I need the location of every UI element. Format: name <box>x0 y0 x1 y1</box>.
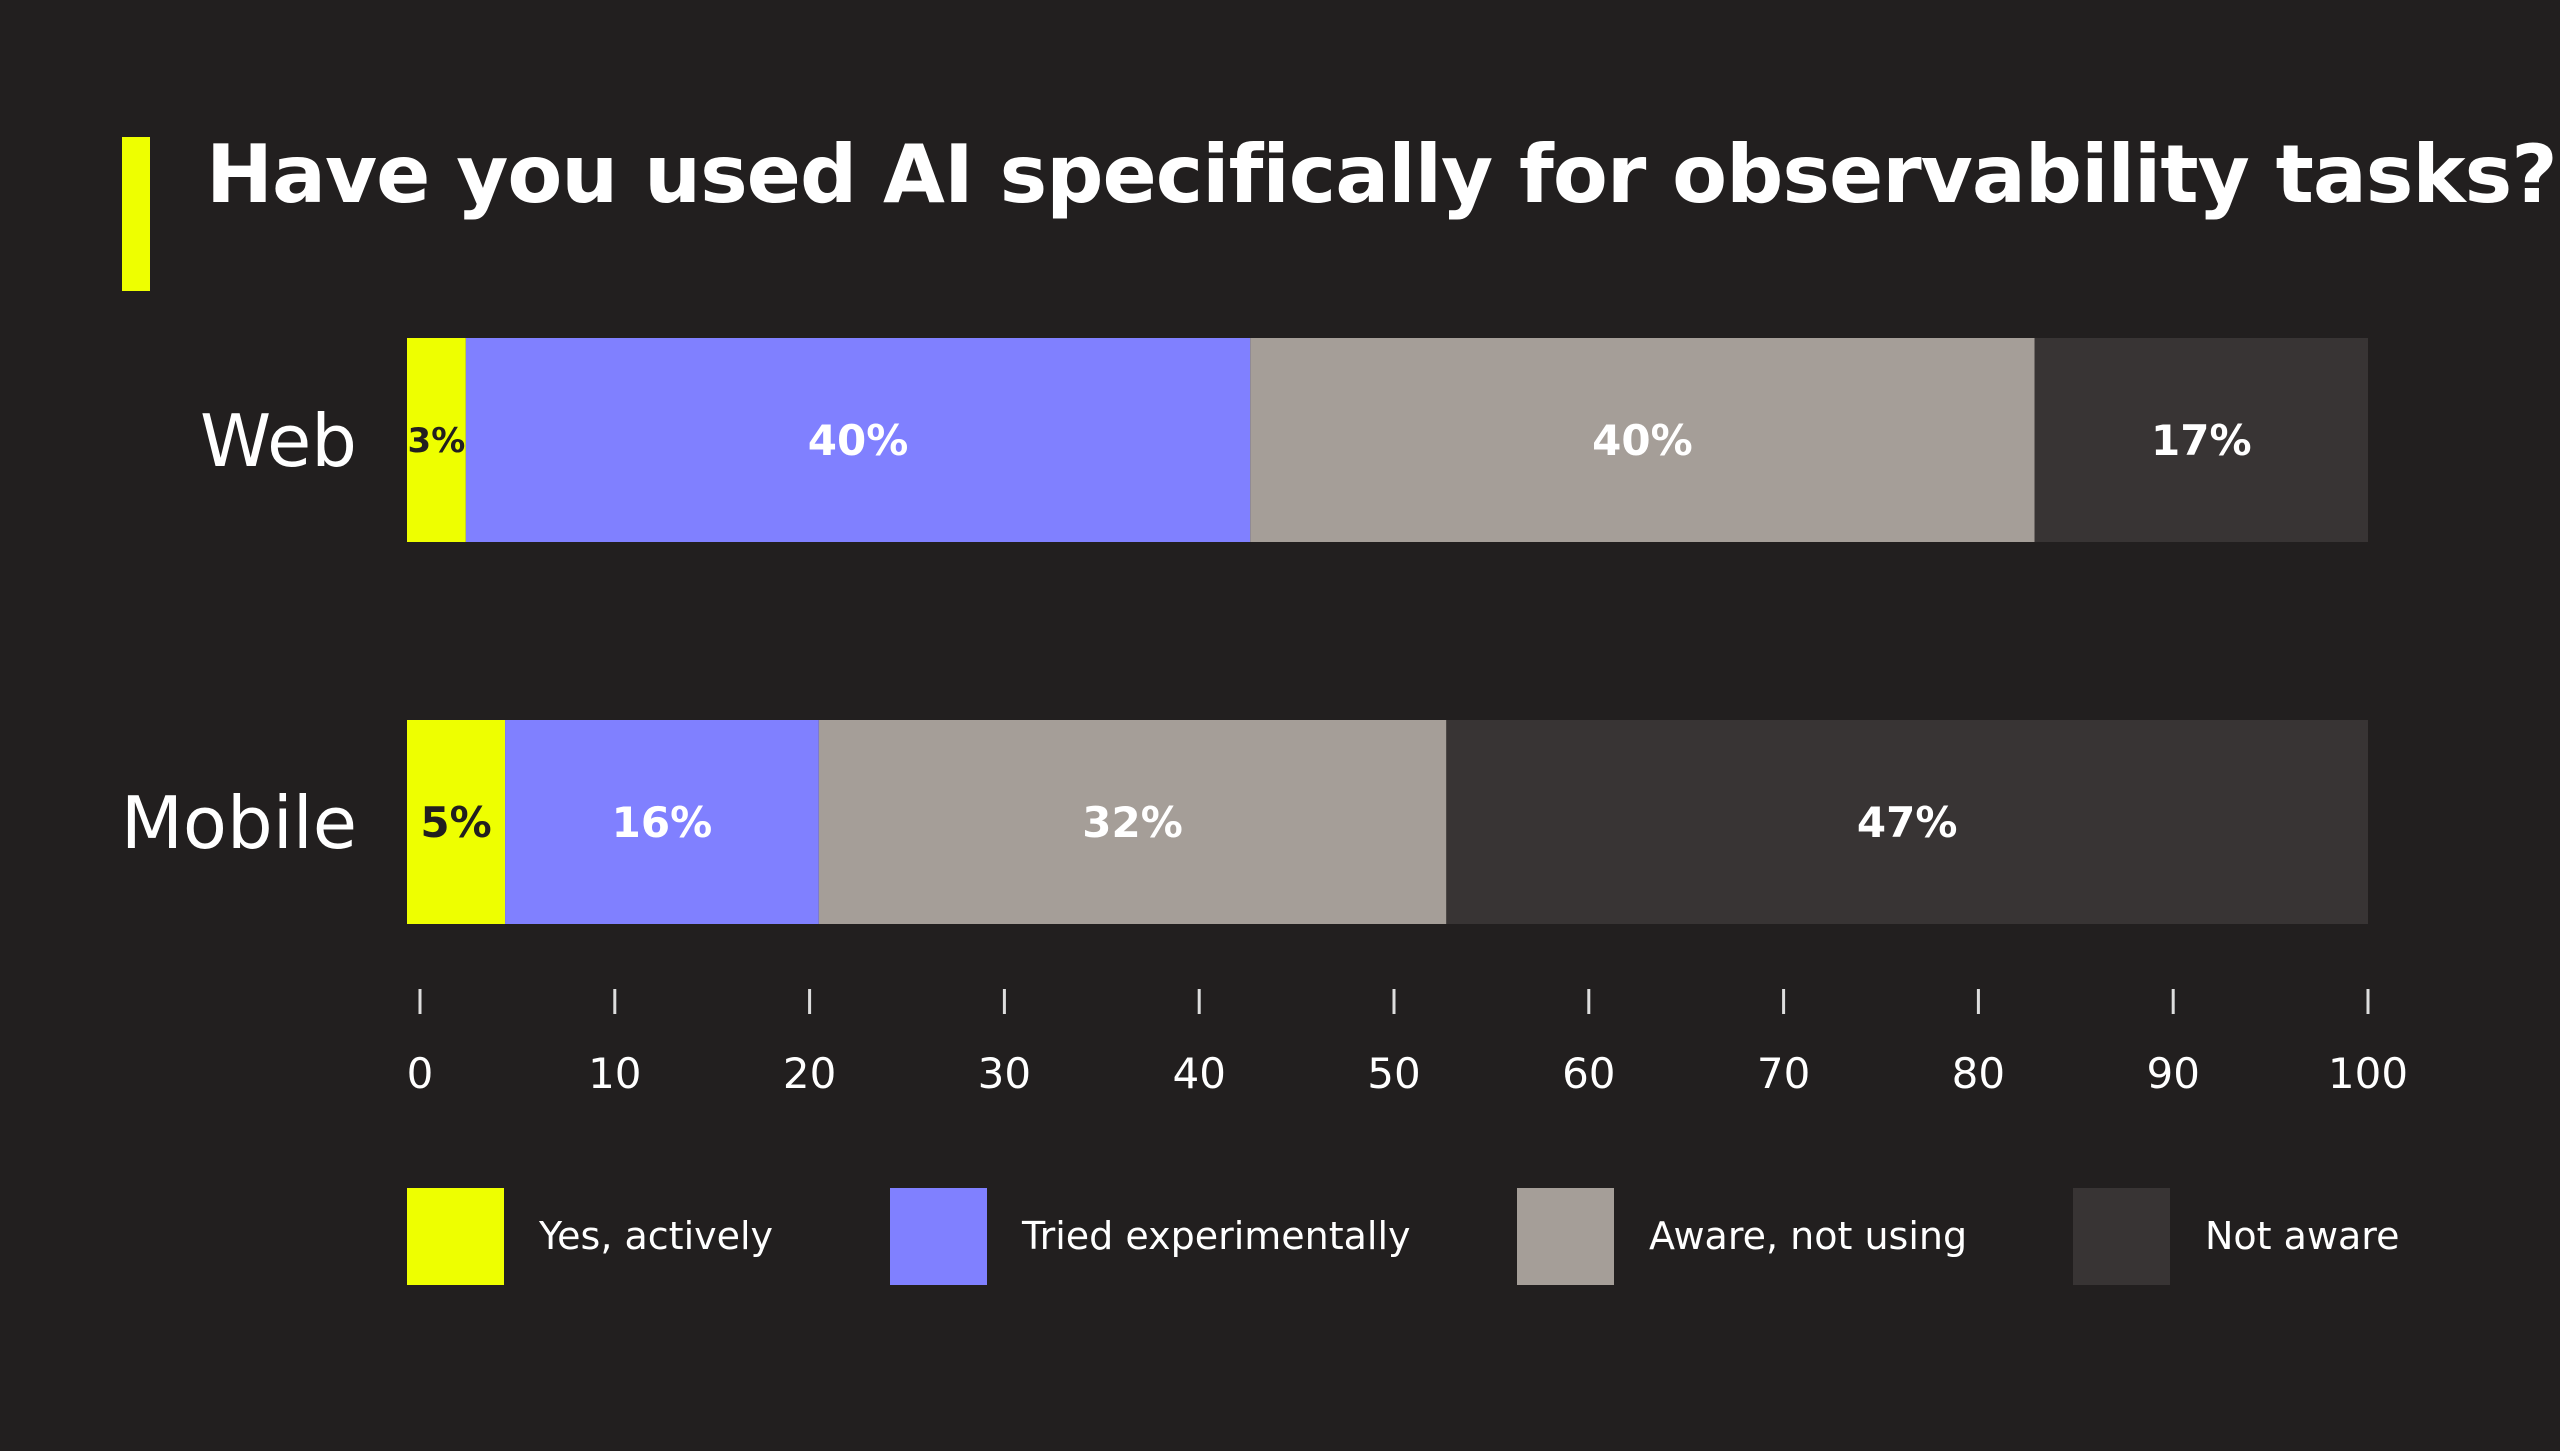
data-label: 40% <box>1592 416 1693 465</box>
data-label: 3% <box>408 421 466 461</box>
data-label: 5% <box>420 798 491 847</box>
bar-segment-mobile-1 <box>505 720 819 924</box>
title-accent-bar <box>122 137 150 291</box>
x-tick-label: 30 <box>978 1049 1031 1098</box>
x-tick-label: 0 <box>407 1049 434 1098</box>
bar-segment-mobile-3 <box>1446 720 2368 924</box>
x-tick-label: 20 <box>783 1049 836 1098</box>
data-label: 40% <box>808 416 909 465</box>
data-label: 17% <box>2151 416 2252 465</box>
legend-swatch-3 <box>2073 1188 2170 1285</box>
legend-label-2: Aware, not using <box>1649 1214 1967 1258</box>
x-tick-label: 80 <box>1952 1049 2005 1098</box>
legend-swatch-0 <box>407 1188 504 1285</box>
x-tick-label: 100 <box>2328 1049 2408 1098</box>
legend-swatch-2 <box>1517 1188 1614 1285</box>
bar-segment-mobile-2 <box>818 720 1447 924</box>
legend-label-3: Not aware <box>2205 1214 2399 1258</box>
category-label-web: Web <box>200 399 357 483</box>
bar-segment-mobile-0 <box>407 720 506 924</box>
chart-title: Have you used AI specifically for observ… <box>206 128 2558 221</box>
legend-label-1: Tried experimentally <box>1021 1214 1411 1258</box>
x-tick-label: 40 <box>1172 1049 1225 1098</box>
bar-segment-web-2 <box>1250 338 2035 542</box>
bar-segment-web-3 <box>2034 338 2368 542</box>
data-label: 32% <box>1082 798 1183 847</box>
data-label: 47% <box>1857 798 1958 847</box>
data-label: 16% <box>612 798 713 847</box>
bar-segment-web-1 <box>465 338 1251 542</box>
legend-swatch-1 <box>890 1188 987 1285</box>
x-tick-label: 60 <box>1562 1049 1615 1098</box>
x-tick-label: 70 <box>1757 1049 1810 1098</box>
category-label-mobile: Mobile <box>121 781 357 865</box>
x-tick-label: 90 <box>2146 1049 2199 1098</box>
legend-label-0: Yes, actively <box>538 1214 773 1258</box>
bar-segment-web-0 <box>407 338 466 542</box>
x-tick-label: 50 <box>1367 1049 1420 1098</box>
x-tick-label: 10 <box>588 1049 641 1098</box>
